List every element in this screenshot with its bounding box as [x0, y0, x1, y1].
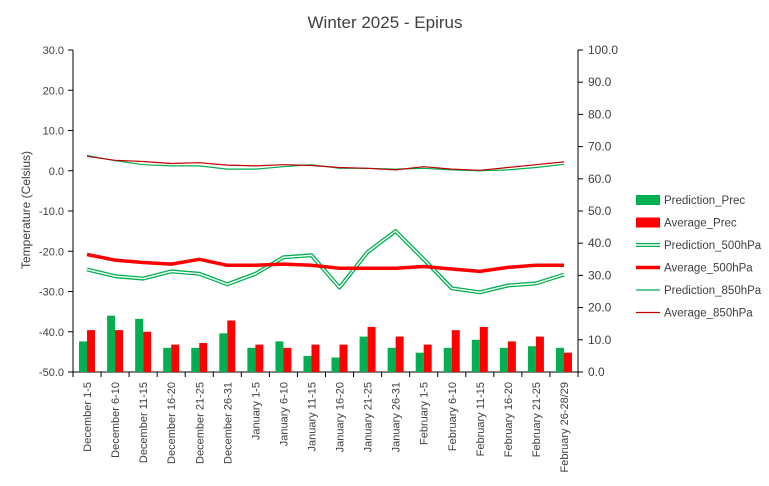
bar-prediction-prec [555, 347, 564, 372]
bar-prediction-prec [275, 341, 284, 372]
legend-label-prediction-500hpa: Prediction_500hPa [664, 240, 762, 252]
x-tick-label: January 6-10 [278, 382, 290, 446]
bar-average-prec [171, 344, 180, 372]
y-tick-label-right: 100.0 [588, 43, 618, 57]
bar-average-prec [367, 326, 376, 372]
bar-average-prec [507, 341, 516, 372]
y-tick-label-right: 80.0 [588, 107, 612, 121]
y-tick-label-right: 70.0 [588, 140, 612, 154]
legend-label-prediction-850hpa: Prediction_850hPa [664, 285, 762, 297]
bar-prediction-prec [107, 315, 116, 372]
x-tick-label: December 16-20 [166, 382, 178, 464]
bar-average-prec [563, 352, 572, 372]
y-tick-label-left: -30.0 [39, 287, 64, 299]
bar-average-prec [227, 320, 236, 372]
bar-average-prec [87, 330, 96, 372]
bar-average-prec [423, 344, 432, 372]
legend-label-prediction-prec: Prediction_Prec [664, 195, 745, 207]
x-tick-label: February 26-28/29 [559, 382, 571, 473]
legend-label-average-500hpa: Average_500hPa [664, 263, 753, 275]
bar-prediction-prec [303, 355, 312, 372]
x-tick-label: February 11-15 [475, 382, 487, 456]
x-tick-label: February 21-25 [531, 382, 543, 457]
bar-average-prec [143, 331, 152, 372]
y-tick-label-right: 20.0 [588, 301, 612, 315]
x-tick-label: February 16-20 [503, 382, 515, 457]
bar-average-prec [339, 344, 348, 372]
legend-swatch-average-prec [636, 217, 660, 228]
bar-prediction-prec [527, 346, 536, 372]
y-tick-label-left: 20.0 [43, 85, 64, 97]
bar-prediction-prec [79, 341, 88, 372]
axes: 30.0 20.0 10.0 0.0 -10.0 -20.0 -30.0 -40.0 -50.0… [39, 43, 618, 379]
legend-label-average-prec: Average_Prec [664, 218, 737, 230]
line-prediction-500hpa-inner [86, 230, 565, 293]
x-tick-label: December 21-25 [194, 382, 206, 464]
bar-prediction-prec [387, 347, 396, 372]
bar-average-prec [451, 330, 460, 372]
x-tick-label: December 26-31 [222, 382, 234, 464]
y-tick-label-right: 50.0 [588, 204, 612, 218]
legend-label-average-850hpa: Average_850hPa [664, 308, 753, 320]
x-tick-label: January 1-5 [250, 382, 262, 440]
y-tick-label-left: 10.0 [43, 126, 64, 138]
line-average-850hpa [86, 155, 565, 171]
bar-average-prec [199, 343, 208, 372]
y-tick-label-right: 60.0 [588, 172, 612, 186]
bar-prediction-prec [499, 347, 508, 372]
x-tick-label: January 26-31 [391, 382, 403, 452]
x-tick-label: December 11-15 [138, 382, 150, 463]
bar-average-prec [255, 344, 264, 372]
y-tick-label-right: 10.0 [588, 333, 612, 347]
bar-average-prec [479, 326, 488, 372]
x-tick-label: January 16-20 [335, 382, 347, 452]
bar-average-prec [535, 336, 544, 372]
bar-prediction-prec [415, 352, 424, 372]
bar-average-prec [395, 336, 404, 372]
bar-average-prec [283, 347, 292, 372]
x-tick-label: December 6-10 [110, 382, 122, 458]
bar-prediction-prec [471, 339, 480, 372]
x-tick-labels: December 1-5 December 6-10 December 11-15 D… [82, 382, 571, 473]
y-tick-label-left: -10.0 [39, 206, 64, 218]
y-tick-label-left: -20.0 [39, 246, 64, 258]
legend-swatch-prediction-prec [636, 195, 660, 205]
x-tick-label: January 21-25 [363, 382, 375, 452]
bar-prediction-prec [331, 357, 340, 372]
line-average-500hpa [86, 252, 564, 274]
line-layer [86, 154, 565, 295]
bar-average-prec [311, 344, 320, 372]
chart-title: Winter 2025 - Epirus [308, 13, 463, 32]
y-tick-label-left: -50.0 [39, 367, 64, 379]
y-axis-label-left: Temperature (Celsius) [19, 151, 33, 269]
bar-prediction-prec [135, 318, 144, 372]
bar-prediction-prec [163, 347, 172, 372]
x-tick-label: February 1-5 [419, 382, 431, 445]
bar-prediction-prec [247, 347, 256, 372]
y-tick-label-right: 40.0 [588, 236, 612, 250]
y-tick-label-right: 0.0 [588, 365, 605, 379]
x-tick-label: December 1-5 [82, 382, 94, 452]
bar-prediction-prec [443, 347, 452, 372]
x-tick-label: January 11-15 [307, 382, 319, 452]
bar-average-prec [115, 330, 124, 372]
y-tick-label-left: -40.0 [39, 327, 64, 339]
y-tick-label-right: 90.0 [588, 75, 612, 89]
legend: Prediction_Prec Average_Prec Prediction_50… [636, 195, 762, 320]
y-tick-label-left: 30.0 [43, 45, 64, 57]
bar-layer [79, 315, 572, 372]
y-tick-label-right: 30.0 [588, 268, 612, 282]
bar-prediction-prec [359, 336, 368, 372]
bar-prediction-prec [191, 347, 200, 372]
x-tick-label: February 6-10 [447, 382, 459, 451]
y-tick-label-left: 0.0 [49, 166, 64, 178]
bar-prediction-prec [219, 333, 228, 372]
